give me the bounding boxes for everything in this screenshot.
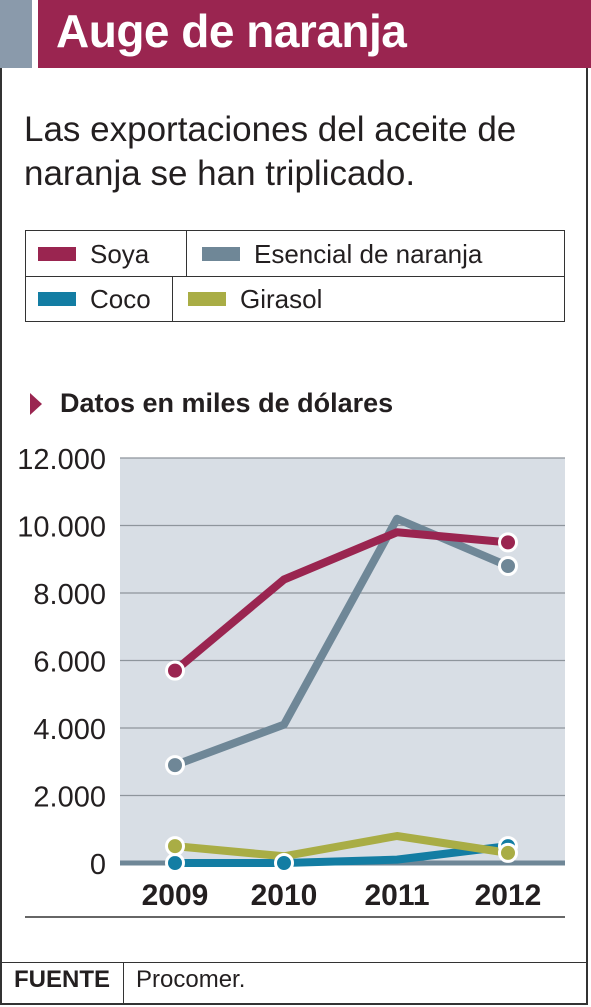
chart-subtitle: Las exportaciones del aceite de naranja … — [24, 110, 517, 193]
legend-label: Girasol — [240, 283, 323, 314]
data-point-naranja — [498, 556, 518, 576]
legend-label: Esencial de naranja — [254, 238, 483, 269]
legend-item-soya: Soya — [38, 232, 149, 276]
x-tick-label: 2009 — [142, 879, 209, 912]
unit-caption: Datos en miles de dólares — [30, 388, 393, 419]
page-title: Auge de naranja — [56, 5, 407, 57]
data-point-girasol — [498, 842, 518, 863]
x-tick-label: 2011 — [364, 879, 429, 912]
y-tick-label: 6.000 — [33, 647, 106, 679]
title-bar: Auge de naranja — [0, 0, 591, 68]
legend-divider — [172, 276, 173, 322]
caret-right-icon — [30, 392, 42, 415]
x-tick-label: 2012 — [475, 879, 542, 912]
series-line-naranja — [171, 514, 512, 770]
y-tick-label: 12.000 — [17, 444, 106, 476]
legend-swatch-soya — [38, 247, 76, 261]
data-point-soya — [165, 660, 185, 681]
legend-item-coco: Coco — [38, 277, 151, 321]
legend-swatch-girasol — [188, 292, 226, 306]
data-point-coco — [165, 853, 185, 873]
legend-item-naranja: Esencial de naranja — [202, 232, 482, 276]
y-tick-label: 4.000 — [33, 714, 106, 746]
legend-swatch-coco — [38, 292, 76, 306]
data-point-coco — [274, 853, 294, 873]
x-tick-label: 2010 — [251, 879, 318, 912]
source-divider — [123, 962, 124, 1005]
data-point-soya — [498, 532, 518, 553]
unit-label: Datos en miles de dólares — [60, 388, 394, 418]
line-chart: 0 2.000 4.000 6.000 8.000 10.000 12.000 2009 201… — [17, 444, 565, 918]
y-tick-label: 2.000 — [33, 782, 106, 814]
content-frame — [0, 68, 588, 1005]
data-point-girasol — [165, 836, 185, 857]
title-band: Auge de naranja — [38, 0, 591, 68]
legend-item-girasol: Girasol — [188, 277, 322, 321]
source-divider — [0, 962, 588, 963]
series-line-soya — [171, 528, 512, 675]
legend-label: Coco — [90, 283, 151, 314]
title-accent — [0, 0, 32, 68]
legend-divider — [26, 276, 564, 277]
legend: Soya Esencial de naranja Coco Girasol — [25, 230, 565, 322]
y-tick-label: 0 — [90, 849, 106, 881]
data-point-naranja — [165, 755, 185, 776]
source-text: Procomer. — [136, 966, 246, 993]
legend-swatch-naranja — [202, 247, 240, 261]
legend-label: Soya — [90, 238, 150, 269]
legend-divider — [186, 231, 187, 276]
series-line-coco — [171, 842, 512, 867]
y-tick-label: 8.000 — [33, 579, 106, 611]
source-label: FUENTE — [14, 966, 110, 993]
series-line-girasol — [171, 832, 512, 861]
y-tick-label: 10.000 — [17, 512, 106, 544]
